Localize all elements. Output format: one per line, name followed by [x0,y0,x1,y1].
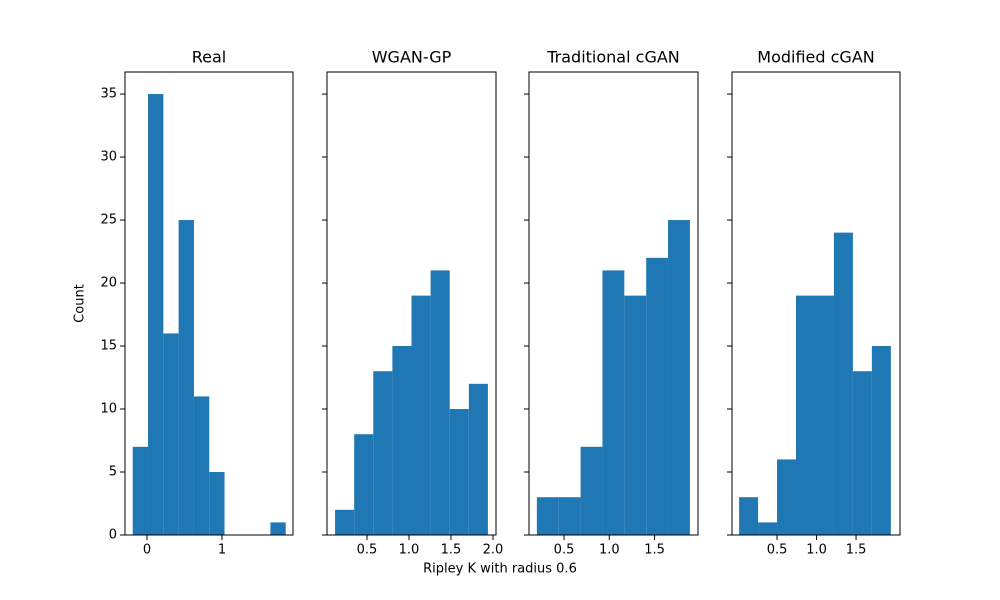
x-tick-label: 0.5 [554,543,575,558]
y-tick-label: 20 [100,276,117,291]
bar [193,396,210,535]
y-tick-label: 15 [100,339,117,354]
bar [833,232,853,535]
y-tick-label: 25 [100,213,117,228]
bar [335,509,355,535]
bar [430,270,450,535]
bar [624,295,647,535]
bar [392,346,412,535]
bar [373,371,393,535]
panel-title: Real [192,48,227,67]
x-tick-label: 1.0 [399,543,420,558]
y-tick-label: 10 [100,402,117,417]
bar [668,220,690,536]
y-tick-label: 35 [100,87,117,102]
bar [739,497,759,535]
panel-title: Traditional cGAN [546,48,680,67]
bar [536,497,559,535]
bar [411,295,431,535]
x-tick-label: 0 [143,543,151,558]
y-tick-label: 5 [109,465,117,480]
x-tick-label: 1.0 [806,543,827,558]
axes-frame [528,71,699,536]
y-tick-label: 30 [100,150,117,165]
bar [163,333,179,535]
bar [796,295,815,535]
panel-title: Modified cGAN [757,48,874,67]
x-tick-label: 1.0 [599,543,620,558]
bar [777,459,797,535]
axes-frame [326,71,497,536]
bar [602,270,625,535]
bar [209,472,225,535]
y-tick-label: 0 [109,528,117,543]
x-tick-label: 0.5 [767,543,788,558]
bar [758,522,778,535]
x-tick-label: 2.0 [483,543,504,558]
x-tick-label: 1.5 [846,543,867,558]
panel-title: WGAN-GP [372,48,452,67]
bar [558,497,581,535]
x-tick-label: 0.5 [357,543,378,558]
x-axis-label: Ripley K with radius 0.6 [423,562,577,577]
y-axis-label: Count [73,284,88,323]
bar [814,295,834,535]
axes-frame [124,71,294,536]
bar [468,383,488,535]
bar [132,446,149,535]
bar [580,446,603,535]
bar [871,346,891,535]
bar [178,220,194,536]
x-tick-label: 1 [218,543,226,558]
axes-frame [731,71,901,536]
x-tick-label: 1.5 [441,543,462,558]
bar [270,522,286,535]
bar [148,94,164,536]
bar [449,409,469,535]
bar [852,371,872,535]
bar [354,434,374,535]
x-tick-label: 1.5 [644,543,665,558]
bar [646,257,669,535]
